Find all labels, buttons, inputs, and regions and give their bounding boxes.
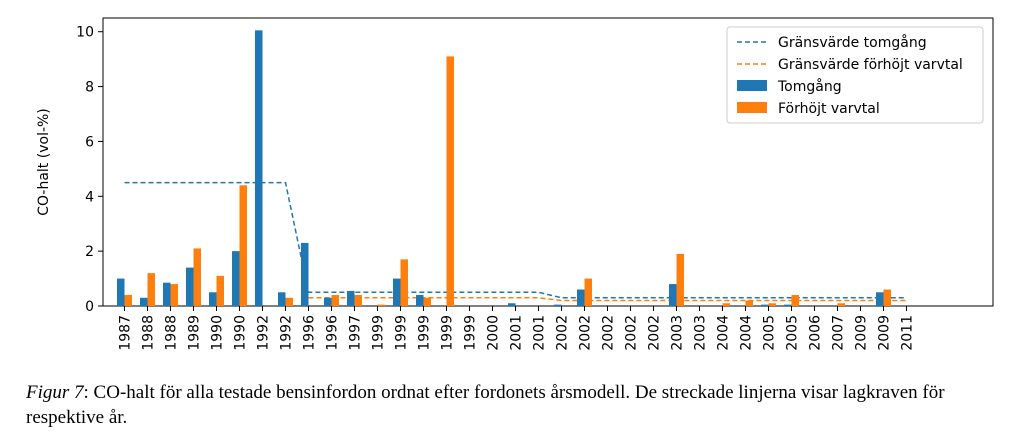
bar-forhojt-9 xyxy=(331,295,339,306)
x-tick-label-33: 2009 xyxy=(877,315,893,351)
bar-tomgang-5 xyxy=(232,251,240,306)
x-tick-label-20: 2002 xyxy=(578,315,594,351)
x-tick-label-11: 1999 xyxy=(371,315,387,351)
x-tick-label-8: 1996 xyxy=(302,315,318,351)
bar-tomgang-3 xyxy=(186,267,194,306)
bar-tomgang-1 xyxy=(140,297,148,306)
x-tick-label-2: 1988 xyxy=(164,315,180,351)
bar-forhojt-5 xyxy=(239,185,247,306)
x-tick-label-29: 2005 xyxy=(785,315,801,351)
x-tick-label-15: 1999 xyxy=(463,315,479,351)
y-axis-title: CO-halt (vol-%) xyxy=(36,108,52,216)
legend-swatch-3 xyxy=(737,102,767,113)
bar-forhojt-1 xyxy=(147,273,155,306)
bar-forhojt-26 xyxy=(722,303,730,306)
bar-forhojt-4 xyxy=(216,275,224,306)
figure-number: Figur 7 xyxy=(26,382,84,403)
x-tick-label-30: 2006 xyxy=(808,315,824,351)
bar-forhojt-11 xyxy=(377,304,385,306)
bar-forhojt-2 xyxy=(170,284,178,306)
plot-area: 0 2 4 6 8 10 1987 1988 1988 1989 1990 1990 1992 1992 1… xyxy=(36,17,994,351)
bar-tomgang-6 xyxy=(255,30,263,307)
x-tick-label-3: 1989 xyxy=(187,315,203,351)
bar-forhojt-20 xyxy=(584,278,592,306)
legend-swatch-2 xyxy=(737,80,767,91)
x-tick-label-18: 2001 xyxy=(532,315,548,351)
axes-frame xyxy=(102,17,994,307)
x-tick-label-25: 2003 xyxy=(693,315,709,351)
y-tick-label-4: 8 xyxy=(85,80,94,96)
x-tick-label-17: 2001 xyxy=(509,315,525,351)
bar-forhojt-24 xyxy=(676,253,684,306)
x-tick-label-13: 1999 xyxy=(417,315,433,351)
y-tick-label-2: 4 xyxy=(85,189,94,205)
figure-caption-text: : CO-halt för alla testade bensinfordon … xyxy=(26,382,945,428)
x-tick-label-6: 1992 xyxy=(256,315,272,351)
bar-tomgang-8 xyxy=(301,242,309,306)
x-tick-label-24: 2003 xyxy=(670,315,686,351)
bar-tomgang-10 xyxy=(347,290,355,306)
bar-forhojt-12 xyxy=(400,259,408,306)
legend-label-0: Gränsvärde tomgång xyxy=(778,34,927,51)
bar-tomgang-19 xyxy=(554,304,562,306)
legend: Gränsvärde tomgång Gränsvärde förhöjt var… xyxy=(726,26,984,124)
bar-forhojt-14 xyxy=(446,56,454,307)
limit-line-1 xyxy=(124,181,907,299)
x-tick-label-28: 2005 xyxy=(762,315,778,351)
bar-forhojt-3 xyxy=(193,248,201,306)
bar-tomgang-29 xyxy=(784,304,792,306)
x-tick-label-23: 2002 xyxy=(647,315,663,351)
y-tick-label-0: 0 xyxy=(85,299,94,315)
x-tick-label-32: 2009 xyxy=(854,315,870,351)
y-tick-label-5: 10 xyxy=(76,25,94,41)
co-chart: 0 2 4 6 8 10 1987 1988 1988 1989 1990 1990 1992 1992 1… xyxy=(36,17,994,351)
bar-forhojt-28 xyxy=(768,303,776,306)
bar-tomgang-2 xyxy=(163,282,171,306)
x-tick-label-9: 1996 xyxy=(325,315,341,351)
bar-forhojt-31 xyxy=(837,303,845,306)
x-tick-label-1: 1988 xyxy=(141,315,157,351)
legend-box xyxy=(726,26,984,124)
x-tick-label-27: 2004 xyxy=(739,315,755,351)
legend-label-3: Förhöjt varvtal xyxy=(778,101,880,117)
x-tick-label-10: 1997 xyxy=(348,315,364,351)
y-tick-label-1: 2 xyxy=(85,244,94,260)
bar-tomgang-9 xyxy=(324,297,332,306)
limit-line-2 xyxy=(308,297,907,302)
x-tick-label-7: 1992 xyxy=(279,315,295,351)
x-tick-label-12: 1999 xyxy=(394,315,410,351)
x-tick-label-16: 2000 xyxy=(486,315,502,351)
x-tick-label-5: 1990 xyxy=(233,315,249,351)
bar-tomgang-28 xyxy=(761,304,769,306)
bar-tomgang-7 xyxy=(278,292,286,306)
x-tick-label-22: 2002 xyxy=(624,315,640,351)
x-tick-label-26: 2004 xyxy=(716,315,732,351)
bar-forhojt-27 xyxy=(745,300,753,306)
bar-forhojt-29 xyxy=(791,295,799,306)
x-tick-label-34: 2011 xyxy=(900,315,916,351)
bar-tomgang-20 xyxy=(577,289,585,306)
bar-forhojt-0 xyxy=(124,295,132,306)
x-tick-label-21: 2002 xyxy=(601,315,617,351)
figure-caption: Figur 7: CO-halt för alla testade bensin… xyxy=(26,380,1006,430)
legend-label-1: Gränsvärde förhöjt varvtal xyxy=(778,57,963,73)
bar-tomgang-17 xyxy=(508,303,516,306)
x-tick-label-31: 2007 xyxy=(831,315,847,351)
x-tick-label-0: 1987 xyxy=(118,315,134,351)
bar-tomgang-24 xyxy=(669,284,677,306)
x-tick-label-19: 2002 xyxy=(555,315,571,351)
bar-tomgang-0 xyxy=(117,278,125,306)
bar-forhojt-13 xyxy=(423,297,431,306)
x-tick-label-4: 1990 xyxy=(210,315,226,351)
x-tick-label-14: 1999 xyxy=(440,315,456,351)
bar-tomgang-33 xyxy=(876,292,884,306)
bar-tomgang-12 xyxy=(393,278,401,306)
bar-tomgang-4 xyxy=(209,292,217,306)
bar-tomgang-13 xyxy=(416,295,424,306)
bar-forhojt-10 xyxy=(354,295,362,306)
y-tick-label-3: 6 xyxy=(85,134,94,150)
bar-forhojt-7 xyxy=(285,297,293,306)
bar-forhojt-33 xyxy=(883,289,891,306)
legend-label-2: Tomgång xyxy=(777,78,842,95)
